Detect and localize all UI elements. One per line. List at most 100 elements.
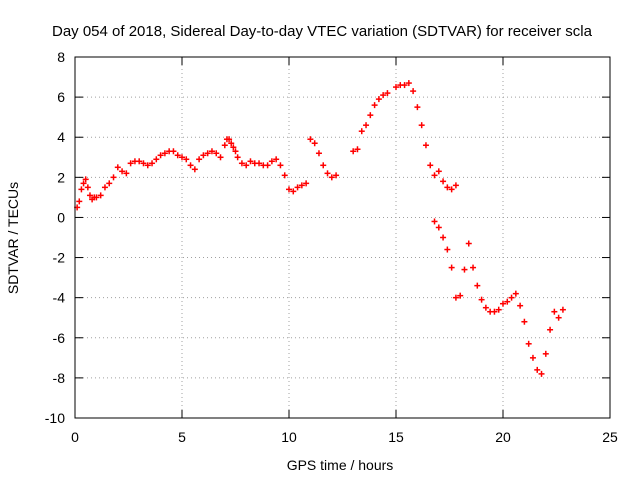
data-point (161, 150, 168, 157)
data-point (354, 146, 361, 153)
data-point (435, 224, 442, 231)
x-tick-label: 5 (178, 429, 186, 445)
data-point (290, 188, 297, 195)
data-point (504, 298, 511, 305)
data-point (204, 150, 211, 157)
data-point (448, 264, 455, 271)
x-tick-label: 15 (388, 429, 404, 445)
data-point (101, 184, 108, 191)
data-point (478, 296, 485, 303)
data-point (559, 306, 566, 313)
x-tick-label: 0 (71, 429, 79, 445)
data-point (452, 182, 459, 189)
data-point (84, 184, 91, 191)
data-point (320, 162, 327, 169)
y-tick-label: -4 (53, 290, 66, 306)
y-tick-label: -8 (53, 370, 66, 386)
data-point (127, 160, 134, 167)
chart-title: Day 054 of 2018, Sidereal Day-to-day VTE… (52, 23, 593, 40)
data-point (232, 148, 239, 155)
data-point (542, 350, 549, 357)
y-tick-label: -10 (45, 410, 65, 426)
data-point (256, 160, 263, 167)
data-point (547, 326, 554, 333)
data-point (508, 294, 515, 301)
data-point (234, 154, 241, 161)
y-tick-label: 2 (57, 169, 65, 185)
data-point (226, 136, 233, 143)
y-tick-label: 8 (57, 49, 65, 65)
data-point (350, 148, 357, 155)
data-point (93, 194, 100, 201)
data-point (136, 158, 143, 165)
data-point (153, 156, 160, 163)
data-point (298, 182, 305, 189)
grid-lines (75, 57, 610, 418)
data-point (367, 112, 374, 119)
data-point (273, 156, 280, 163)
data-point (452, 294, 459, 301)
data-point (170, 148, 177, 155)
data-point (495, 306, 502, 313)
data-point (405, 80, 412, 87)
data-point (470, 264, 477, 271)
data-point (401, 82, 408, 89)
data-point (157, 152, 164, 159)
data-point (521, 318, 528, 325)
data-point (196, 156, 203, 163)
data-point (529, 354, 536, 361)
data-point (512, 290, 519, 297)
data-point (410, 88, 417, 95)
data-point (281, 172, 288, 179)
data-point (500, 300, 506, 307)
data-point (482, 304, 489, 311)
data-point (106, 180, 113, 187)
data-point (517, 302, 524, 309)
data-point (555, 314, 562, 321)
data-point (538, 370, 545, 377)
data-point (525, 340, 532, 347)
x-tick-label: 10 (281, 429, 297, 445)
data-point (80, 180, 87, 187)
data-point (384, 90, 391, 97)
data-point (358, 128, 365, 135)
y-tick-label: 0 (57, 209, 65, 225)
data-point (534, 366, 541, 373)
data-point (457, 292, 464, 299)
data-point (76, 198, 83, 205)
x-axis-label: GPS time / hours (287, 457, 394, 473)
data-point (86, 192, 93, 199)
data-point (230, 144, 237, 151)
data-point (82, 176, 89, 183)
data-point (435, 168, 442, 175)
data-point (213, 150, 220, 157)
data-point (187, 162, 194, 169)
data-point (444, 246, 451, 253)
data-point (307, 136, 314, 143)
data-point (174, 152, 181, 159)
data-point (311, 140, 318, 147)
data-point (277, 162, 284, 169)
axis-ticks: 0 5 10 15 20 25 -10 -8 -6 -4 -2 0 2 4 6 8 (45, 49, 618, 445)
data-point (363, 122, 370, 129)
data-point (380, 92, 387, 99)
data-point (228, 140, 235, 147)
data-point (333, 172, 340, 179)
data-point (123, 170, 130, 177)
data-point (179, 154, 185, 161)
data-point (491, 308, 498, 315)
data-points (74, 80, 566, 377)
data-point (440, 178, 447, 185)
data-point (444, 184, 451, 191)
data-point (78, 186, 85, 193)
data-point (97, 192, 104, 199)
data-point (393, 84, 399, 91)
data-point (238, 160, 245, 167)
data-point (375, 96, 382, 103)
data-point (268, 158, 275, 165)
data-point (114, 164, 121, 171)
data-point (221, 142, 228, 149)
data-point (551, 308, 558, 315)
y-tick-label: 4 (57, 129, 65, 145)
